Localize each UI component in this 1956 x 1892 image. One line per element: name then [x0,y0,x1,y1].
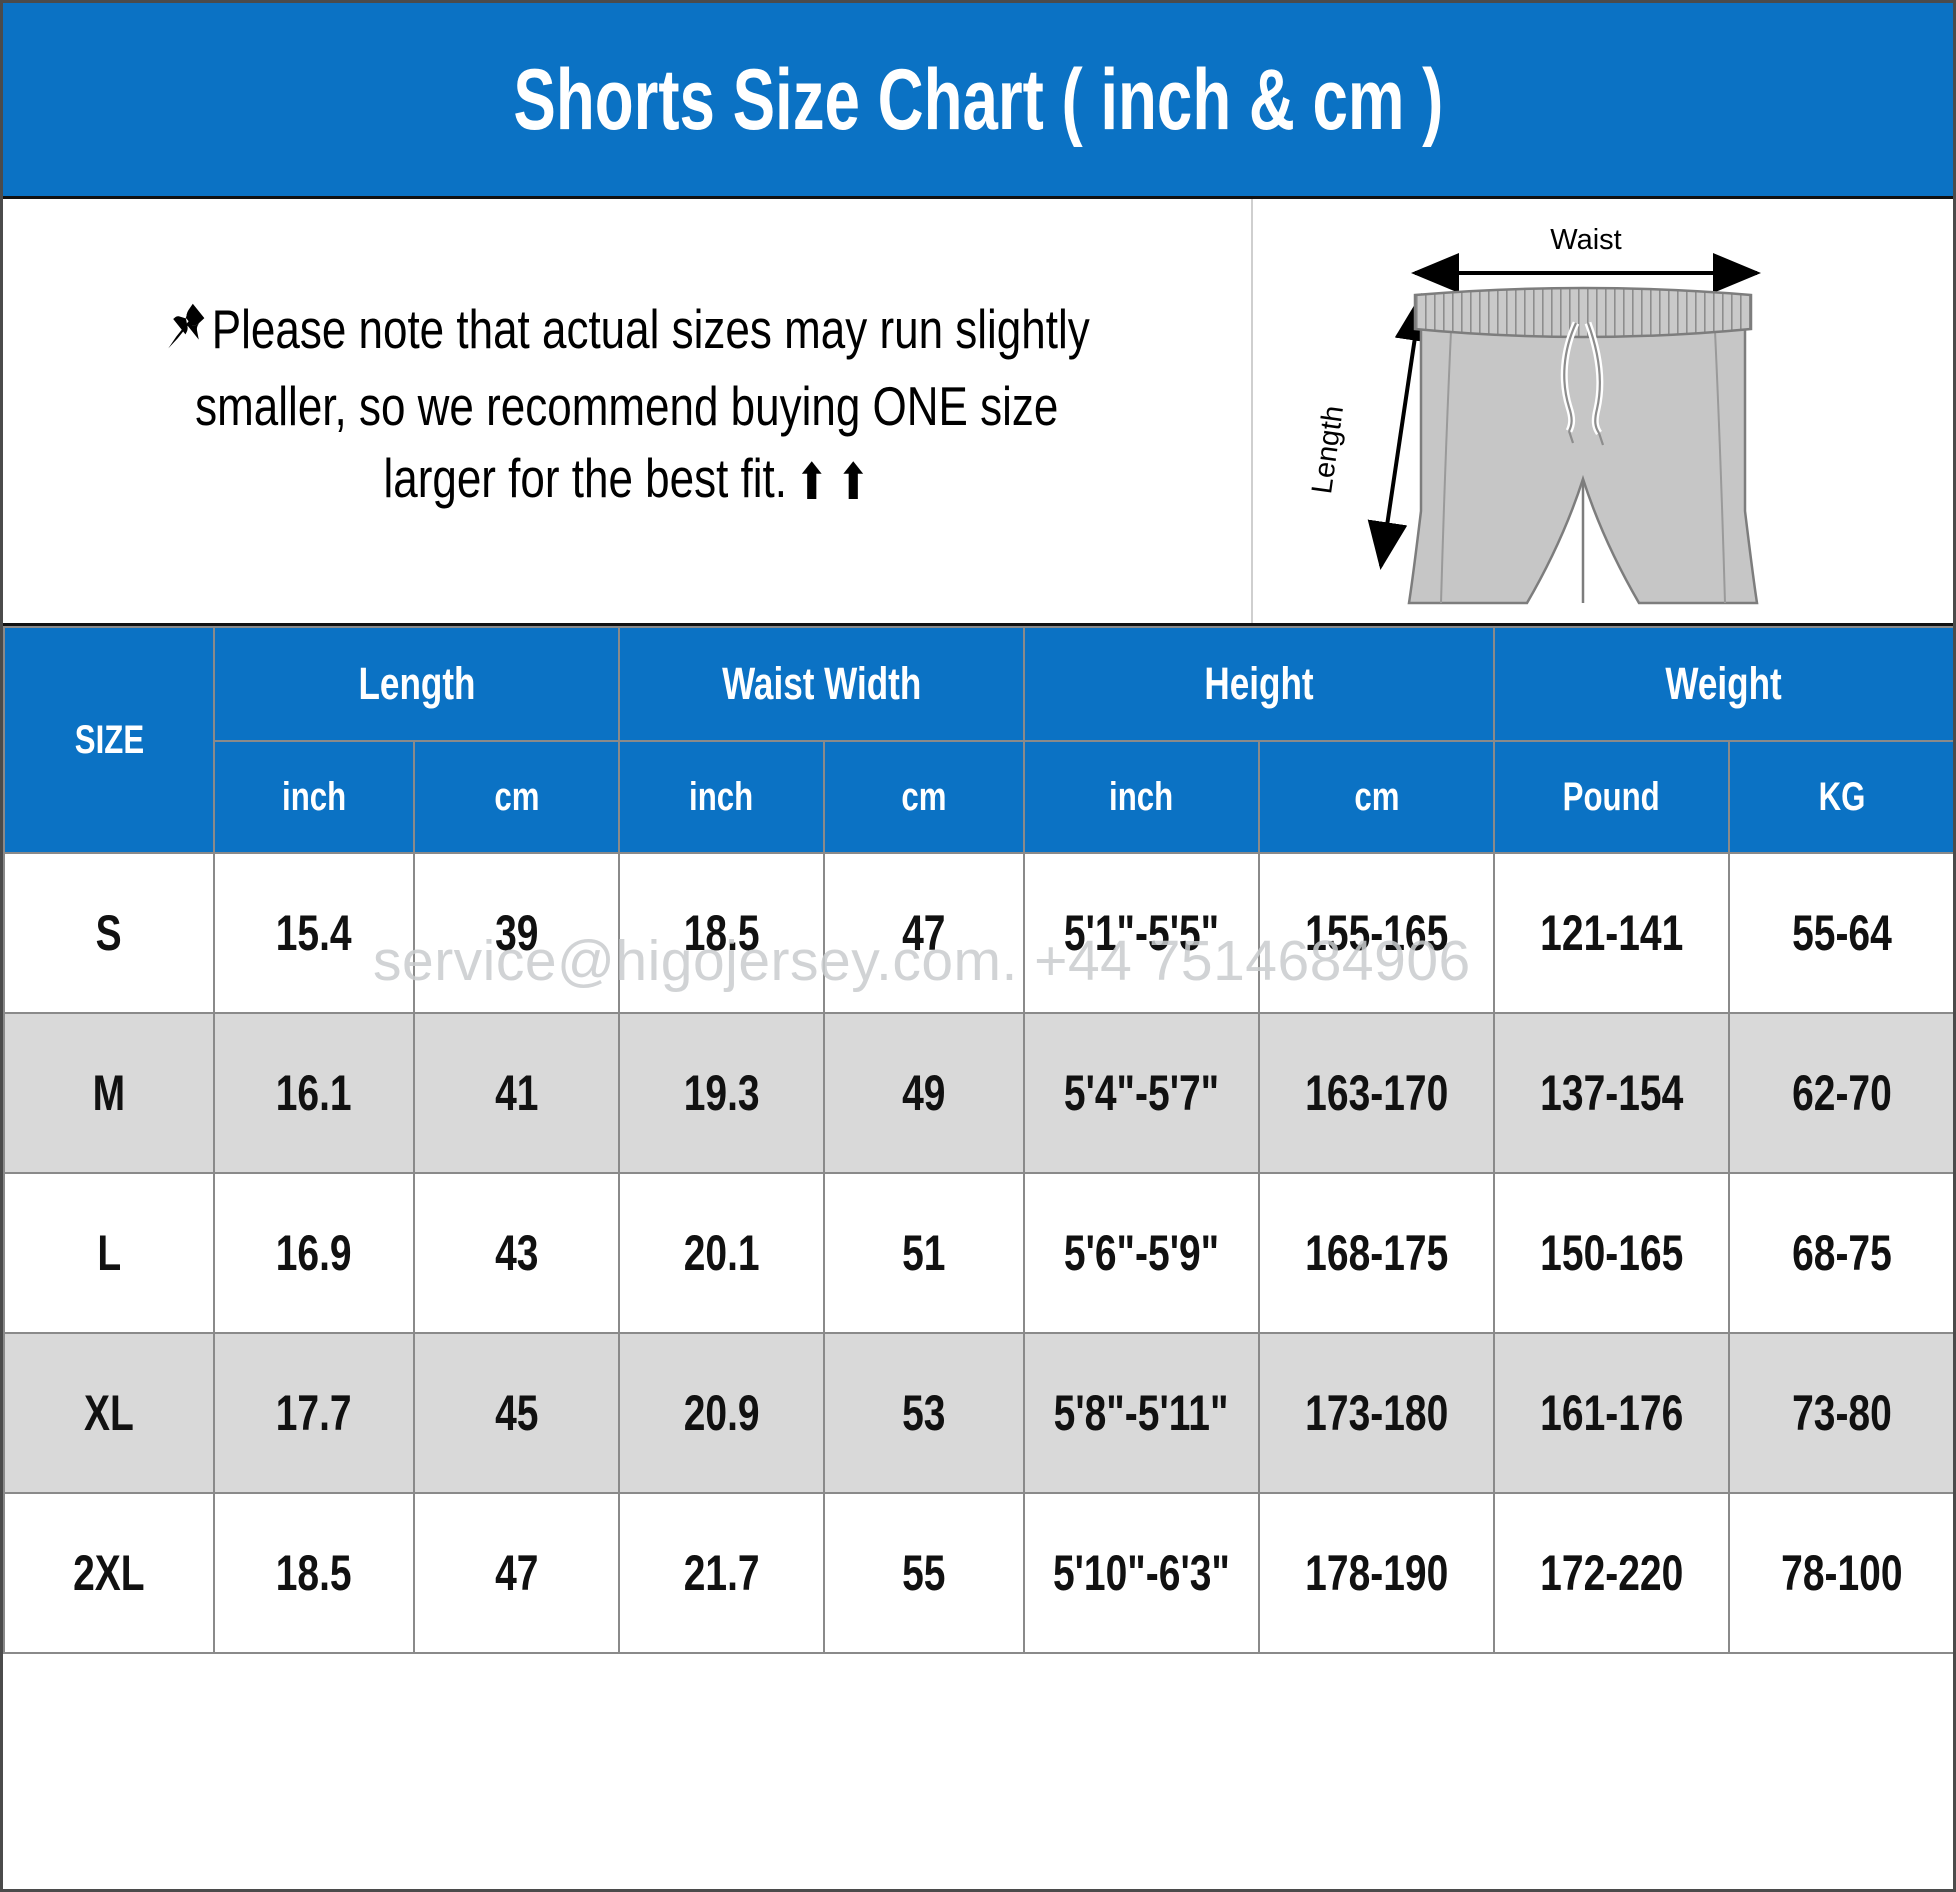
cell-length-cm: 43 [413,1172,620,1334]
note-line-1: Please note that actual sizes may run sl… [211,297,1090,360]
note-illustration-band: Please note that actual sizes may run sl… [3,199,1953,626]
column-header-height-cm: cm [1258,740,1496,854]
cell-waist-inch: 18.5 [618,852,825,1014]
column-header-waist-inch: inch [618,740,825,854]
cell-waist-inch: 19.3 [618,1012,825,1174]
table-row: L 16.9 43 20.1 51 5'6"-5'9" 168-175 150-… [3,1172,1953,1334]
cell-length-cm: 41 [413,1012,620,1174]
cell-waist-inch: 20.9 [618,1332,825,1494]
cell-height-inch: 5'8"-5'11" [1023,1332,1261,1494]
shorts-diagram: Waist Length [1306,224,1761,605]
column-group-height: Height [1023,626,1496,742]
cell-weight-pound: 121-141 [1493,852,1731,1014]
column-group-waist-width: Waist Width [617,626,1026,742]
cell-size: L [3,1172,215,1334]
column-header-length-inch: inch [213,740,415,854]
note-text: Please note that actual sizes may run sl… [164,294,1090,515]
column-header-length-cm: cm [413,740,620,854]
size-table: SIZE Length Waist Width Height Weight in… [3,626,1953,1654]
table-row: 2XL 18.5 47 21.7 55 5'10"-6'3" 178-190 1… [3,1492,1953,1654]
column-header-height-inch: inch [1023,740,1261,854]
note-line-3-wrapper: larger for the best fit. ⬆ ⬆ [164,443,1090,515]
cell-length-cm: 45 [413,1332,620,1494]
column-header-waist-cm: cm [822,740,1026,854]
table-row: S 15.4 39 18.5 47 5'1"-5'5" 155-165 121-… [3,852,1953,1014]
cell-height-cm: 168-175 [1258,1172,1496,1334]
shorts-waistband [1413,286,1753,339]
cell-height-cm: 178-190 [1258,1492,1496,1654]
cell-size: XL [3,1332,215,1494]
cell-length-inch: 16.1 [213,1012,415,1174]
column-header-weight-pound: Pound [1493,740,1731,854]
shorts-drawstring [1560,321,1605,446]
note-cell: Please note that actual sizes may run sl… [3,199,1253,623]
cell-weight-pound: 161-176 [1493,1332,1731,1494]
page-title: Shorts Size Chart ( inch & cm ) [513,51,1443,148]
header-sub-row: inch cm inch cm inch cm Pound KG [4,740,1953,854]
table-body: S 15.4 39 18.5 47 5'1"-5'5" 155-165 121-… [3,852,1953,1654]
column-header-size: SIZE [3,626,215,854]
length-dimension-arrow [1367,293,1435,570]
cell-weight-kg: 55-64 [1728,852,1953,1014]
cell-length-inch: 18.5 [213,1492,415,1654]
cell-height-inch: 5'4"-5'7" [1023,1012,1261,1174]
header-group-row: SIZE Length Waist Width Height Weight [3,626,1953,854]
column-header-weight-kg: KG [1728,740,1953,854]
cell-weight-kg: 73-80 [1728,1332,1953,1494]
cell-waist-inch: 20.1 [618,1172,825,1334]
table-row: M 16.1 41 19.3 49 5'4"-5'7" 163-170 137-… [3,1012,1953,1174]
cell-waist-inch: 21.7 [618,1492,825,1654]
cell-weight-pound: 172-220 [1493,1492,1731,1654]
cell-weight-pound: 150-165 [1493,1172,1731,1334]
cell-height-cm: 163-170 [1258,1012,1496,1174]
cell-weight-kg: 68-75 [1728,1172,1953,1334]
cell-height-inch: 5'6"-5'9" [1023,1172,1261,1334]
cell-length-inch: 15.4 [213,852,415,1014]
column-group-length: Length [213,626,620,742]
column-group-weight: Weight [1493,626,1953,742]
cell-size: M [3,1012,215,1174]
cell-waist-cm: 49 [822,1012,1026,1174]
chart-title-bar: Shorts Size Chart ( inch & cm ) [3,3,1953,199]
cell-weight-pound: 137-154 [1493,1012,1731,1174]
cell-waist-cm: 53 [822,1332,1026,1494]
cell-height-cm: 173-180 [1258,1332,1496,1494]
cell-waist-cm: 51 [822,1172,1026,1334]
cell-waist-cm: 47 [822,852,1026,1014]
cell-size: 2XL [3,1492,215,1654]
cell-weight-kg: 62-70 [1728,1012,1953,1174]
pushpin-icon [164,298,209,372]
waist-label: Waist [1550,224,1621,256]
table-row: XL 17.7 45 20.9 53 5'8"-5'11" 173-180 16… [3,1332,1953,1494]
length-label: Length [1306,404,1350,496]
note-line-3: larger for the best fit. [383,446,788,509]
cell-waist-cm: 55 [822,1492,1026,1654]
shorts-left-seam [1440,330,1452,604]
shorts-right-seam [1714,330,1726,604]
cell-length-cm: 39 [413,852,620,1014]
cell-height-cm: 155-165 [1258,852,1496,1014]
up-arrow-icon-1: ⬆ [795,453,829,510]
cell-height-inch: 5'10"-6'3" [1023,1492,1261,1654]
note-line-1-wrapper: Please note that actual sizes may run sl… [164,294,1090,372]
cell-height-inch: 5'1"-5'5" [1023,852,1261,1014]
table-head: SIZE Length Waist Width Height Weight in… [3,626,1953,854]
cell-length-inch: 17.7 [213,1332,415,1494]
cell-length-cm: 47 [413,1492,620,1654]
note-line-2: smaller, so we recommend buying ONE size [195,375,1059,438]
illustration-cell: Waist Length [1253,199,1953,623]
cell-length-inch: 16.9 [213,1172,415,1334]
cell-weight-kg: 78-100 [1728,1492,1953,1654]
cell-size: S [3,852,215,1014]
up-arrow-icon-2: ⬆ [836,453,871,510]
